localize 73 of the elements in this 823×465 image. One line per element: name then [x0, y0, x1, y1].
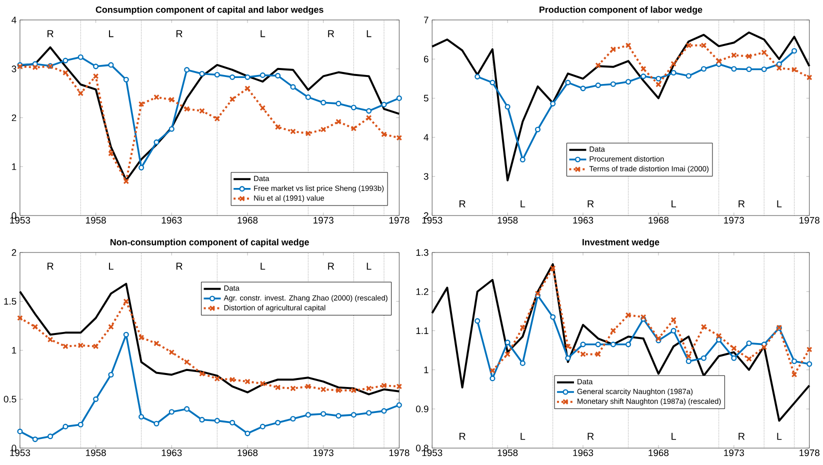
x-tick-label: 1968	[238, 449, 258, 456]
x-tick-label: 1963	[162, 216, 182, 224]
annotation: R	[738, 432, 745, 440]
y-tick-label: 0.8	[416, 444, 428, 452]
annotation: R	[176, 262, 182, 270]
annotation: R	[48, 262, 54, 270]
y-tick-label: 1.1	[416, 327, 428, 334]
chart-title: Consumption component of capital and labor wedges	[96, 6, 324, 15]
y-tick-label: 6	[424, 56, 428, 62]
x-tick-label: 1978	[800, 216, 820, 224]
annotation: L	[366, 30, 372, 38]
x-tick-label: 1963	[573, 449, 594, 456]
y-tick-label: 1	[12, 347, 16, 354]
annotation: L	[260, 262, 266, 270]
x-tick-label: 1978	[389, 216, 410, 224]
x-tick-label: 1968	[648, 216, 669, 224]
y-tick-label: 3	[424, 173, 428, 180]
annotation: L	[109, 30, 114, 38]
y-tick-label: 7	[424, 16, 428, 24]
x-tick-label: 1953	[10, 216, 30, 224]
annotation: L	[366, 262, 372, 270]
x-tick-label: 1978	[389, 449, 410, 456]
y-tick-label: 4	[12, 16, 16, 24]
chart-title: Production component of labor wedge	[540, 6, 702, 15]
x-tick-label: 1973	[314, 216, 334, 224]
y-tick-label: 0.9	[416, 406, 428, 412]
chart-title: Investment wedge	[582, 238, 660, 248]
x-tick-label: 1963	[162, 449, 182, 456]
y-tick-label: 0	[12, 212, 16, 219]
y-tick-label: 0.5	[4, 396, 16, 403]
y-tick-label: 5	[424, 94, 428, 102]
x-tick-label: 1958	[86, 449, 106, 456]
annotation: R	[176, 30, 182, 38]
annotation: L	[672, 200, 676, 208]
x-tick-label: 1953	[10, 449, 30, 456]
annotation: L	[520, 432, 526, 440]
annotation: R	[460, 432, 466, 440]
annotation: R	[48, 30, 54, 38]
annotation: L	[672, 432, 676, 440]
y-tick-label: 1.3	[416, 249, 428, 256]
annotation: L	[109, 262, 114, 270]
annotation: L	[777, 432, 782, 440]
chart-title: Non-consumption component of capital wedge	[110, 238, 309, 248]
x-tick-label: 1973	[724, 449, 744, 456]
annotation: R	[328, 262, 334, 270]
y-tick-label: 2	[12, 249, 16, 256]
annotation: R	[328, 30, 334, 38]
annotation: L	[260, 30, 266, 38]
x-tick-label: 1963	[573, 216, 594, 224]
annotation: L	[520, 200, 526, 208]
x-tick-label: 1978	[800, 449, 820, 456]
annotation: R	[588, 200, 594, 208]
x-tick-label: 1958	[498, 216, 518, 224]
y-tick-label: 3	[12, 65, 16, 72]
x-tick-label: 1968	[238, 216, 258, 224]
annotation: R	[460, 200, 466, 208]
y-tick-label: 2	[12, 114, 16, 122]
x-tick-label: 1958	[498, 449, 518, 456]
y-tick-label: 4	[424, 134, 428, 141]
x-tick-label: 1973	[314, 449, 334, 456]
y-tick-label: 1.2	[416, 288, 428, 295]
x-tick-label: 1973	[724, 216, 744, 224]
annotation: R	[588, 432, 594, 440]
y-tick-label: 1	[12, 163, 16, 170]
annotation: R	[738, 200, 745, 208]
annotation: L	[777, 200, 782, 208]
y-tick-label: 1	[424, 366, 428, 374]
x-tick-label: 1958	[86, 216, 106, 224]
x-tick-label: 1953	[422, 449, 442, 456]
y-tick-label: 1.5	[4, 298, 16, 305]
x-tick-label: 1968	[648, 449, 669, 456]
y-tick-label: 0	[12, 444, 16, 452]
x-tick-label: 1953	[422, 216, 442, 224]
